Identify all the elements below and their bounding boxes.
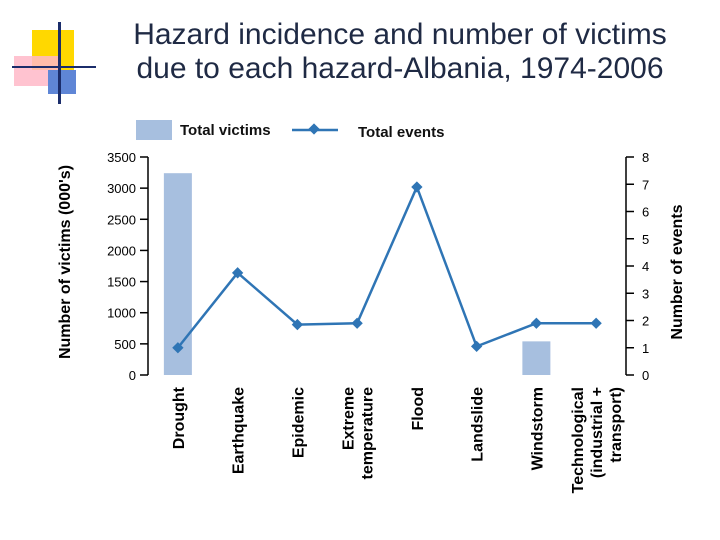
deco-horizontal-line: [12, 66, 96, 68]
right-axis-title: Number of events: [669, 204, 686, 339]
right-axis-tick-label: 8: [642, 150, 649, 165]
legend-label-total-victims: Total victims: [180, 122, 271, 139]
category-label: Epidemic: [290, 387, 307, 458]
deco-vertical-line: [58, 22, 61, 104]
point-total-events: [470, 340, 483, 353]
chart-title-line-1: Hazard incidence and number of victims: [133, 18, 667, 51]
point-total-events: [530, 317, 543, 329]
right-axis-tick-label: 5: [642, 232, 649, 247]
left-axis-tick-label: 3500: [107, 150, 136, 165]
right-axis-tick-label: 4: [642, 259, 649, 274]
right-axis-tick-label: 0: [642, 368, 649, 383]
left-axis-tick-label: 1000: [107, 306, 136, 321]
category-label: Technological: [570, 387, 587, 493]
chart-title: Hazard incidence and number of victims d…: [100, 18, 700, 86]
left-axis-tick-label: 0: [129, 368, 136, 383]
right-axis-tick-label: 2: [642, 314, 649, 329]
category-label: Windstorm: [529, 387, 546, 470]
category-label: Extreme: [341, 387, 358, 450]
right-axis-tick-label: 7: [642, 177, 649, 192]
category-label: Earthquake: [231, 387, 248, 474]
legend-swatch-total-victims: [136, 120, 172, 140]
right-axis-tick-label: 3: [642, 286, 649, 301]
category-label: transport): [608, 387, 625, 463]
point-total-events: [231, 267, 244, 279]
category-label: Flood: [410, 387, 427, 431]
category-label: temperature: [360, 387, 377, 480]
legend-label-total-events: Total events: [358, 124, 445, 141]
point-total-events: [590, 317, 602, 329]
point-total-events: [411, 181, 423, 193]
point-total-events: [291, 318, 304, 331]
left-axis-tick-label: 1500: [107, 275, 136, 290]
category-label: Drought: [171, 386, 188, 449]
right-axis-tick-label: 1: [642, 341, 649, 356]
point-total-events: [172, 342, 184, 354]
left-axis-tick-label: 2500: [107, 212, 136, 227]
bar-total-victims: [163, 173, 192, 375]
chart-title-line-2: due to each hazard-Albania, 1974-2006: [136, 52, 664, 85]
left-axis-tick-label: 3000: [107, 181, 136, 196]
category-label: (industrial +: [589, 387, 606, 478]
deco-blue-square: [48, 70, 76, 94]
point-total-events: [351, 317, 363, 329]
left-axis-title: Number of victims (000's): [57, 165, 74, 359]
line-total-events: [176, 183, 597, 349]
left-axis-tick-label: 500: [114, 337, 136, 352]
bar-total-victims: [522, 341, 551, 375]
category-label: Landslide: [470, 387, 487, 462]
right-axis-tick-label: 6: [642, 205, 649, 220]
left-axis-tick-label: 2000: [107, 243, 136, 258]
